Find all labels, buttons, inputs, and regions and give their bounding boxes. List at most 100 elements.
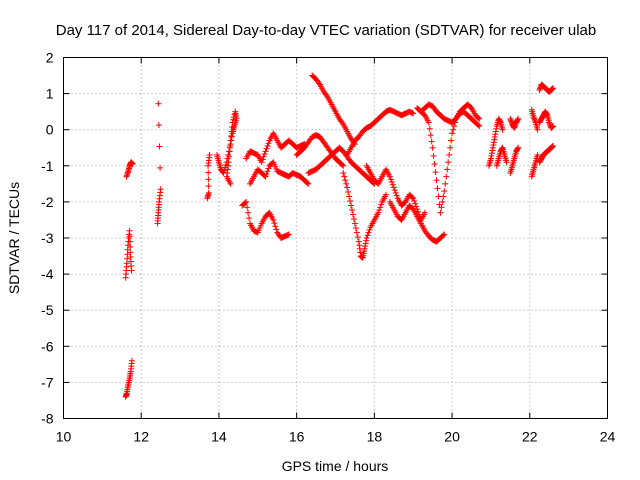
x-tick-label: 20: [444, 429, 460, 445]
y-tick-label: -5: [41, 302, 54, 318]
data-point: [350, 216, 357, 223]
data-point: [349, 211, 356, 218]
data-point: [432, 169, 439, 176]
data-point: [271, 220, 278, 227]
data-point: [410, 195, 417, 202]
points-layer: [122, 72, 557, 400]
data-point: [447, 144, 454, 151]
y-tick-label: -1: [41, 158, 54, 174]
series-seg-20.9: [485, 115, 506, 169]
data-point: [354, 234, 361, 241]
data-point: [476, 115, 483, 122]
data-point: [232, 108, 239, 115]
data-point: [157, 186, 164, 193]
y-tick-label: -3: [41, 230, 54, 246]
data-point: [258, 159, 265, 166]
data-point: [227, 180, 234, 187]
x-tick-label: 14: [211, 429, 227, 445]
data-point: [366, 226, 373, 233]
data-point: [441, 188, 448, 195]
data-point: [263, 145, 270, 152]
series-seg-16.0: [293, 132, 347, 169]
y-tick-label: 0: [46, 122, 54, 138]
data-point: [228, 133, 235, 140]
plot-frame: [63, 57, 608, 419]
series-seg-22.1b: [528, 106, 541, 133]
data-point: [260, 153, 267, 160]
data-point: [304, 179, 311, 186]
x-tick-label: 12: [133, 429, 149, 445]
data-point: [392, 189, 399, 196]
data-point: [448, 137, 455, 144]
series-seg-11.6c: [122, 357, 135, 400]
y-tick-label: -6: [41, 338, 54, 354]
x-tick-label: 22: [522, 429, 538, 445]
data-point: [375, 209, 382, 216]
data-point: [427, 132, 434, 139]
data-point: [126, 238, 133, 245]
data-point: [443, 173, 450, 180]
series-seg-14.0: [213, 108, 240, 187]
data-point: [340, 170, 347, 177]
data-point: [227, 137, 234, 144]
data-point: [341, 173, 348, 180]
data-point: [231, 111, 238, 118]
data-point: [430, 152, 437, 159]
data-point: [227, 142, 234, 149]
data-point: [550, 142, 557, 149]
y-tick-label: 1: [46, 86, 54, 102]
data-point: [437, 209, 444, 216]
data-point: [244, 204, 251, 211]
y-tick-label: 2: [46, 50, 54, 66]
x-axis-label: GPS time / hours: [282, 458, 389, 474]
data-point: [155, 100, 162, 107]
data-point: [347, 197, 354, 204]
data-point: [226, 148, 233, 155]
data-point: [206, 151, 213, 158]
data-point: [388, 179, 395, 186]
data-point: [499, 126, 506, 133]
data-point: [391, 187, 398, 194]
data-point: [550, 85, 557, 92]
data-point: [345, 188, 352, 195]
data-point: [476, 123, 483, 130]
data-point: [129, 160, 136, 167]
data-point: [285, 231, 292, 238]
data-point: [387, 176, 394, 183]
data-point: [441, 231, 448, 238]
data-point: [503, 159, 510, 166]
data-point: [440, 232, 447, 239]
y-tick-label: -2: [41, 194, 54, 210]
data-point: [439, 198, 446, 205]
series-seg-17.2: [340, 170, 390, 261]
y-tick-label: -4: [41, 266, 54, 282]
x-tick-label: 18: [367, 429, 383, 445]
data-point: [429, 144, 436, 151]
y-tick-label: -7: [41, 374, 54, 390]
y-tick-label: -8: [41, 411, 54, 427]
data-point: [270, 216, 277, 223]
data-point: [377, 204, 384, 211]
x-tick-label: 16: [289, 429, 305, 445]
series-seg-22.3: [536, 81, 557, 95]
data-point: [393, 192, 400, 199]
data-point: [433, 177, 440, 184]
data-point: [475, 122, 482, 129]
data-point: [259, 156, 266, 163]
data-point: [352, 225, 359, 232]
data-point: [410, 110, 417, 117]
data-point: [264, 168, 271, 175]
data-point: [534, 151, 541, 158]
data-point: [226, 153, 233, 160]
data-point: [383, 191, 390, 198]
x-tick-label: 24: [600, 429, 616, 445]
data-point: [515, 144, 522, 151]
data-point: [413, 203, 420, 210]
data-point: [411, 197, 418, 204]
data-point: [315, 80, 322, 87]
series-seg-21.2: [493, 144, 510, 169]
data-point: [515, 115, 522, 122]
data-point: [534, 126, 541, 133]
data-point: [262, 148, 269, 155]
data-point: [475, 114, 482, 121]
